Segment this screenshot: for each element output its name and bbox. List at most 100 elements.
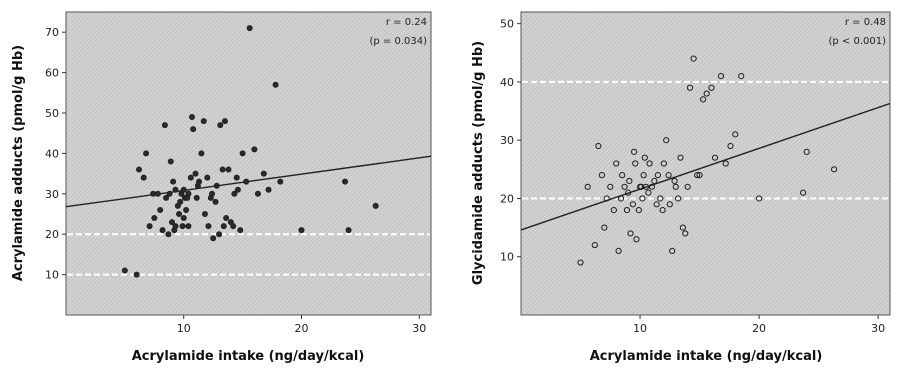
data-point <box>603 195 610 202</box>
data-point <box>372 202 379 209</box>
data-point <box>185 223 192 230</box>
data-point <box>830 166 838 173</box>
data-point <box>237 227 244 234</box>
data-point <box>708 84 715 91</box>
data-point <box>642 183 650 190</box>
data-point <box>140 174 147 181</box>
data-point <box>183 206 190 213</box>
stat-r: r = 0.24 <box>386 17 427 28</box>
x-axis-label: Acrylamide intake (ng/day/kcal) <box>590 349 823 364</box>
y-axis-label: Acrylamide adducts (pmol/g Hb) <box>11 45 26 281</box>
data-point <box>159 227 166 234</box>
y-tick-label: 70 <box>45 26 59 39</box>
data-point <box>243 178 250 185</box>
data-point <box>653 201 660 208</box>
data-point <box>679 224 686 231</box>
regression-line <box>520 102 891 231</box>
data-point <box>196 178 203 185</box>
data-point <box>198 150 205 157</box>
data-point <box>168 219 175 226</box>
data-point <box>121 267 128 274</box>
data-point <box>221 118 228 125</box>
data-point <box>234 186 241 193</box>
data-point <box>213 182 220 189</box>
data-point <box>208 190 215 197</box>
data-point <box>613 160 620 167</box>
data-point <box>154 190 161 197</box>
data-point <box>260 170 267 177</box>
data-point <box>190 126 197 133</box>
data-point <box>625 189 632 196</box>
data-point <box>135 166 142 173</box>
data-point <box>684 183 691 190</box>
data-point <box>629 201 636 208</box>
data-point <box>717 72 725 80</box>
data-point <box>193 194 200 201</box>
data-point <box>601 224 608 231</box>
data-point <box>577 259 584 266</box>
data-point <box>177 198 184 205</box>
data-point <box>231 190 238 197</box>
data-point <box>671 177 678 185</box>
stat-r: r = 0.48 <box>845 17 886 28</box>
data-point <box>246 25 253 32</box>
data-point <box>591 241 598 249</box>
y-tick-label: 50 <box>500 18 514 31</box>
data-point <box>690 55 697 62</box>
y-tick-label: 20 <box>45 228 59 241</box>
data-point <box>677 154 684 161</box>
data-point <box>630 148 638 155</box>
data-point <box>584 183 591 190</box>
data-point <box>265 186 272 193</box>
data-point <box>641 154 648 161</box>
data-point <box>254 190 261 197</box>
data-point <box>732 131 739 138</box>
data-point <box>163 194 170 201</box>
data-point <box>212 198 219 205</box>
x-tick-label: 20 <box>752 322 766 335</box>
data-point <box>205 223 212 230</box>
data-point <box>803 148 810 155</box>
data-point <box>672 183 679 190</box>
data-point <box>633 236 640 243</box>
data-point <box>755 195 763 202</box>
data-point <box>161 122 168 129</box>
data-point <box>223 215 230 222</box>
data-point <box>619 172 626 179</box>
data-point <box>800 189 807 196</box>
data-point <box>669 247 676 255</box>
x-tick-label: 30 <box>871 322 885 335</box>
data-point <box>180 215 187 222</box>
scatter-panel-glycidamide: 10 20 30 40 50 10 20 30 r = 0.48 (p < 0.001) A… <box>471 11 891 364</box>
stat-p: (p = 0.034) <box>369 36 427 47</box>
regression-line-path <box>520 102 891 231</box>
x-tick-label: 10 <box>177 322 191 335</box>
data-point <box>185 190 192 197</box>
x-tick-label: 30 <box>412 322 426 335</box>
plot-area <box>520 11 891 316</box>
x-tick-label: 10 <box>633 322 647 335</box>
y-tick-label: 60 <box>45 67 59 80</box>
data-point <box>598 172 606 179</box>
data-point <box>645 189 652 196</box>
data-point <box>165 231 172 238</box>
data-point <box>201 210 208 217</box>
data-point <box>170 178 177 185</box>
y-tick-label: 40 <box>45 147 59 160</box>
data-point <box>623 207 631 214</box>
data-point <box>133 271 140 278</box>
data-point <box>219 166 226 173</box>
data-point <box>200 118 207 125</box>
y-tick-label: 30 <box>45 188 59 201</box>
data-point <box>660 160 667 167</box>
data-point <box>646 160 653 167</box>
data-point <box>610 207 617 214</box>
data-point <box>607 183 614 190</box>
data-point <box>711 154 719 161</box>
data-point <box>217 122 224 129</box>
y-ticks: 10 20 30 40 50 <box>500 18 521 264</box>
stat-p: (p < 0.001) <box>828 36 886 47</box>
data-point <box>694 172 701 179</box>
data-points <box>577 55 838 266</box>
